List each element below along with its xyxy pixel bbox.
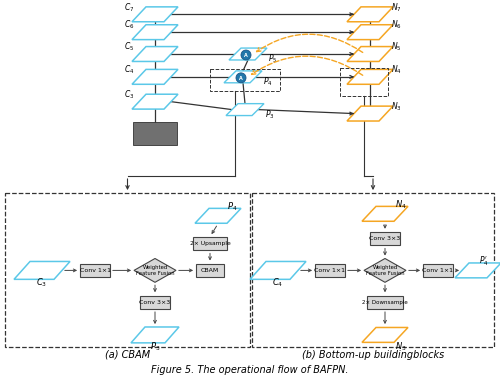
Text: $N_3$: $N_3$: [395, 341, 407, 353]
Polygon shape: [132, 47, 178, 61]
Text: $C_{6}$: $C_{6}$: [124, 19, 134, 32]
FancyBboxPatch shape: [133, 121, 177, 146]
Text: 2× Upsample: 2× Upsample: [190, 241, 230, 246]
Text: Conv 1×1: Conv 1×1: [314, 268, 346, 273]
FancyBboxPatch shape: [80, 264, 110, 277]
Text: $P_4$: $P_4$: [227, 201, 237, 213]
Text: Conv 1×1: Conv 1×1: [422, 268, 454, 273]
Text: $N_{7}$: $N_{7}$: [390, 1, 402, 14]
Text: $P_{3}$: $P_{3}$: [265, 108, 274, 121]
Text: (a) CBAM: (a) CBAM: [105, 350, 150, 360]
Polygon shape: [134, 258, 176, 282]
Text: Conv 3×3: Conv 3×3: [140, 300, 170, 305]
FancyBboxPatch shape: [140, 296, 170, 309]
Polygon shape: [347, 106, 393, 121]
FancyBboxPatch shape: [315, 264, 345, 277]
FancyBboxPatch shape: [196, 264, 224, 277]
Text: $N_{3}$: $N_{3}$: [390, 100, 402, 113]
FancyBboxPatch shape: [370, 232, 400, 245]
FancyArrowPatch shape: [256, 34, 362, 52]
Circle shape: [236, 73, 246, 83]
Text: CBAM: CBAM: [201, 268, 219, 273]
Text: $P_{5}$: $P_{5}$: [268, 53, 278, 65]
Polygon shape: [347, 47, 393, 61]
Text: $C_3$: $C_3$: [36, 276, 48, 288]
Circle shape: [241, 50, 251, 60]
Text: $N_{5}$: $N_{5}$: [390, 41, 402, 53]
Polygon shape: [362, 327, 408, 343]
Polygon shape: [364, 258, 406, 282]
Text: $C_4$: $C_4$: [272, 276, 283, 288]
Polygon shape: [131, 327, 179, 343]
Text: A: A: [244, 53, 248, 58]
Text: Weighted
Feature Fusion: Weighted Feature Fusion: [366, 265, 405, 276]
Text: $P_3$: $P_3$: [150, 341, 160, 353]
Text: $P_4'$: $P_4'$: [479, 255, 489, 268]
Text: $C_{3}$: $C_{3}$: [124, 88, 134, 101]
FancyBboxPatch shape: [5, 193, 250, 347]
Polygon shape: [195, 208, 241, 223]
Polygon shape: [347, 25, 393, 39]
Polygon shape: [229, 48, 267, 60]
Polygon shape: [347, 70, 393, 84]
Text: $C_{4}$: $C_{4}$: [124, 64, 134, 76]
FancyBboxPatch shape: [252, 193, 494, 347]
Polygon shape: [132, 7, 178, 22]
Polygon shape: [455, 263, 500, 278]
Text: (b) Bottom-up buildingblocks: (b) Bottom-up buildingblocks: [302, 350, 444, 360]
Polygon shape: [224, 71, 262, 83]
Text: 2× Downsample: 2× Downsample: [362, 300, 408, 305]
FancyBboxPatch shape: [423, 264, 453, 277]
Text: $N_4$: $N_4$: [395, 199, 407, 211]
Polygon shape: [250, 261, 306, 279]
Text: $C_{7}$: $C_{7}$: [124, 1, 134, 14]
Text: A: A: [239, 76, 243, 81]
Text: Conv 3×3: Conv 3×3: [370, 236, 400, 241]
Polygon shape: [132, 70, 178, 84]
FancyArrowPatch shape: [252, 56, 362, 75]
FancyBboxPatch shape: [367, 296, 403, 309]
Polygon shape: [347, 7, 393, 22]
Polygon shape: [132, 94, 178, 109]
Text: $N_{4}$: $N_{4}$: [390, 64, 402, 76]
Text: Figure 5. The operational flow of BAFPN.: Figure 5. The operational flow of BAFPN.: [151, 365, 349, 374]
FancyBboxPatch shape: [193, 237, 227, 250]
Polygon shape: [226, 104, 264, 115]
Text: $N_{6}$: $N_{6}$: [390, 19, 402, 32]
Polygon shape: [132, 25, 178, 39]
Polygon shape: [362, 206, 408, 221]
Text: Conv 1×1: Conv 1×1: [80, 268, 110, 273]
Text: Weighted
Feature Fusion: Weighted Feature Fusion: [136, 265, 174, 276]
Text: $P_{4}$: $P_{4}$: [263, 76, 272, 88]
Text: $C_{5}$: $C_{5}$: [124, 41, 134, 53]
Polygon shape: [14, 261, 70, 279]
